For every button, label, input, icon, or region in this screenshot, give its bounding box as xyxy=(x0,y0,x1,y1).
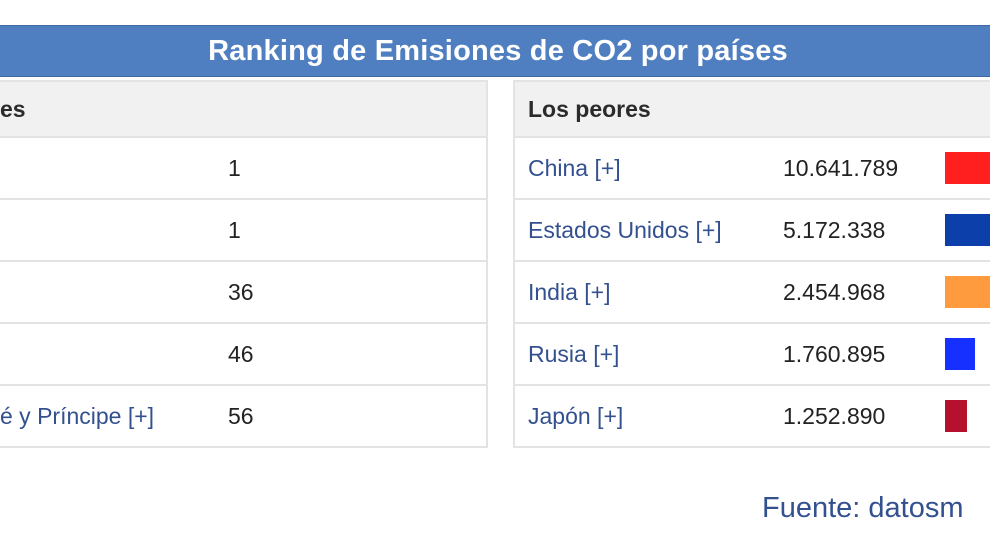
color-swatch xyxy=(945,214,990,246)
emission-value: 56 xyxy=(228,402,254,429)
emission-value: 1.252.890 xyxy=(783,402,886,429)
emission-value: 2.454.968 xyxy=(783,278,886,305)
table-row: é y Príncipe [+] 56 xyxy=(0,386,488,448)
emission-value: 36 xyxy=(228,278,254,305)
page-title: Ranking de Emisiones de CO2 por países xyxy=(208,34,788,67)
worst-countries-panel: Los peores China [+] 10.641.789 Estados … xyxy=(513,80,990,448)
source-credit-link[interactable]: Fuente: datosm xyxy=(762,492,964,524)
table-row: 1 xyxy=(0,138,488,200)
country-link[interactable]: é y Príncipe [+] xyxy=(0,402,155,429)
worst-countries-heading-label: Los peores xyxy=(528,95,651,122)
country-link[interactable]: Japón [+] xyxy=(528,402,624,429)
table-row: India [+] 2.454.968 xyxy=(513,262,990,324)
best-countries-heading-label: es xyxy=(0,95,26,122)
emission-value: 10.641.789 xyxy=(783,154,899,181)
emission-value: 5.172.338 xyxy=(783,216,886,243)
table-row: 1 xyxy=(0,200,488,262)
table-row: China [+] 10.641.789 xyxy=(513,138,990,200)
table-row: Estados Unidos [+] 5.172.338 xyxy=(513,200,990,262)
color-swatch xyxy=(945,276,990,308)
color-swatch xyxy=(945,338,975,370)
country-link[interactable]: India [+] xyxy=(528,278,611,305)
color-swatch xyxy=(945,400,967,432)
worst-countries-heading: Los peores xyxy=(513,80,990,138)
emission-value: 46 xyxy=(228,340,254,367)
table-row: 46 xyxy=(0,324,488,386)
country-link[interactable]: China [+] xyxy=(528,154,621,181)
table-row: 36 xyxy=(0,262,488,324)
table-row: Rusia [+] 1.760.895 xyxy=(513,324,990,386)
emission-value: 1.760.895 xyxy=(783,340,886,367)
emission-value: 1 xyxy=(228,154,241,181)
country-link[interactable]: Estados Unidos [+] xyxy=(528,216,722,243)
table-row: Japón [+] 1.252.890 xyxy=(513,386,990,448)
best-countries-panel: es 1 1 36 46 é y Príncipe [+] 56 xyxy=(0,80,488,448)
color-swatch xyxy=(945,152,990,184)
title-banner: Ranking de Emisiones de CO2 por países xyxy=(0,25,990,77)
emission-value: 1 xyxy=(228,216,241,243)
best-countries-heading: es xyxy=(0,80,488,138)
country-link[interactable]: Rusia [+] xyxy=(528,340,620,367)
